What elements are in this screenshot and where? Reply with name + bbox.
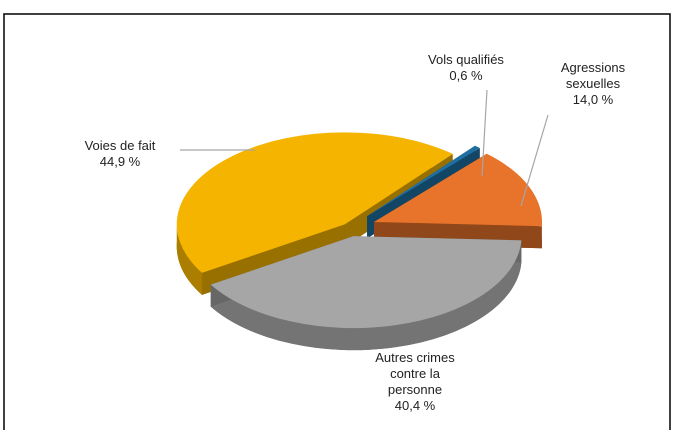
category-name: Agressions sexuelles bbox=[560, 60, 626, 91]
data-label: Vols qualifiés 0,6 % bbox=[411, 52, 521, 84]
category-name: Autres crimes contre la personne bbox=[375, 350, 455, 397]
value-label: 14,0 % bbox=[572, 92, 614, 107]
value-label: 0,6 % bbox=[449, 68, 483, 83]
leader-line bbox=[520, 114, 549, 207]
value-label: 44,9 % bbox=[99, 154, 141, 169]
category-name: Vols qualifiés bbox=[428, 52, 504, 67]
data-label: Voies de fait 44,9 % bbox=[65, 138, 175, 170]
slice-top bbox=[374, 153, 543, 227]
value-label: 40,4 % bbox=[394, 398, 436, 413]
data-label: Autres crimes contre la personne 40,4 % bbox=[368, 350, 463, 414]
slice-top bbox=[176, 132, 453, 273]
pie-slice bbox=[176, 132, 453, 295]
data-label: Agressions sexuelles 14,0 % bbox=[548, 60, 638, 108]
pie-slice bbox=[374, 153, 543, 249]
slice-side bbox=[210, 240, 522, 351]
slice-side bbox=[176, 224, 202, 295]
leader-line bbox=[481, 89, 488, 177]
category-name: Voies de fait bbox=[84, 138, 156, 153]
slice-top bbox=[367, 145, 480, 217]
title-strip bbox=[0, 0, 674, 10]
pie-slice bbox=[210, 236, 522, 351]
slice-top bbox=[210, 236, 522, 329]
